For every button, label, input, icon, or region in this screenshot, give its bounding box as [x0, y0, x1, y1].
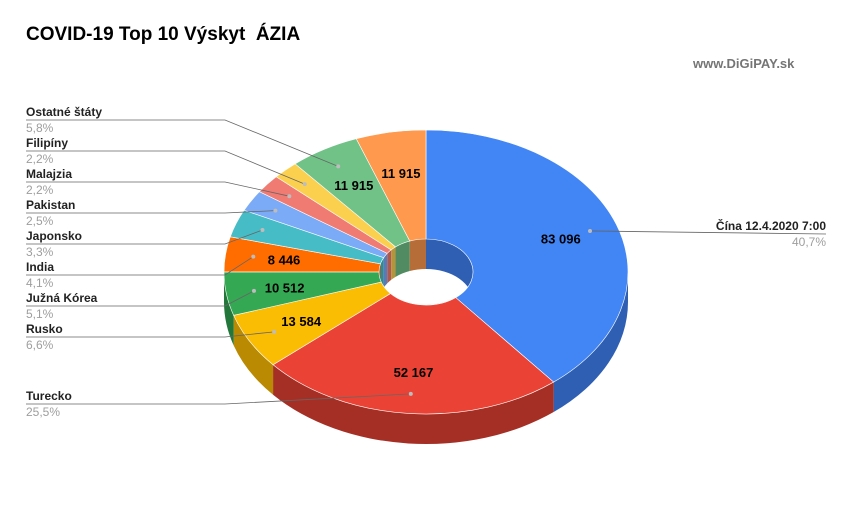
slice-label: Filipíny — [26, 136, 68, 150]
pie-inner-wall-6-1 — [383, 253, 388, 288]
slice-label: Japonsko — [26, 229, 82, 243]
watermark-text: www.DiGiPAY.sk — [693, 56, 795, 71]
leader-line — [26, 150, 305, 185]
slice-value-label: 10 512 — [265, 281, 305, 296]
slice-value-label: 52 167 — [394, 365, 434, 380]
pie-inner-wall-10-1 — [409, 239, 426, 272]
slice-percent: 6,6% — [26, 338, 54, 352]
leader-dot — [272, 329, 277, 334]
slice-label: India — [26, 260, 54, 274]
slice-percent: 5,1% — [26, 307, 54, 321]
slice-value-label: 8 446 — [268, 252, 301, 267]
leader-line — [26, 229, 263, 245]
leader-line — [26, 331, 275, 338]
leader-line — [26, 181, 290, 197]
pie-inner-wall-0-0 — [426, 239, 473, 302]
slice-label: Ostatné štáty — [26, 105, 102, 119]
slice-percent: 2,5% — [26, 214, 54, 228]
leader-line — [26, 119, 339, 167]
slice-percent: 4,1% — [26, 276, 54, 290]
slice-percent: 2,2% — [26, 183, 54, 197]
pie-inner-wall-9-1 — [395, 241, 410, 277]
slice-label: Južná Kórea — [26, 291, 98, 305]
pie-slice-10 — [355, 129, 427, 242]
pie-slice-1 — [272, 293, 555, 415]
chart-title: COVID-19 Top 10 Výskyt ÁZIA — [26, 24, 301, 45]
pie-slice-0 — [425, 129, 629, 383]
pie-inner-wall-8-1 — [391, 246, 396, 280]
leader-dot — [251, 288, 256, 293]
slice-percent: 40,7% — [792, 235, 826, 249]
slice-label: Pakistan — [26, 198, 75, 212]
slice-label: Malajzia — [26, 167, 72, 181]
leader-dot — [273, 208, 278, 213]
slice-percent: 25,5% — [26, 405, 60, 419]
pie-side-0 — [553, 272, 628, 413]
pie-slices — [223, 129, 629, 415]
slice-label: Turecko — [26, 389, 72, 403]
leader-line — [26, 210, 276, 214]
slice-label: Čína 12.4.2020 7:00 — [716, 218, 826, 233]
leader-dot — [408, 391, 413, 396]
pie-inner-wall-7-1 — [387, 249, 392, 284]
slice-value-label: 13 584 — [281, 314, 322, 329]
leader-line — [26, 290, 255, 307]
pie-value-labels: 83 096 52 167 13 584 10 512 8 446 11 915 11 91… — [265, 166, 581, 380]
pie-side-3 — [224, 272, 234, 346]
slice-percent: 3,3% — [26, 245, 54, 259]
slice-value-label: 11 915 — [334, 178, 373, 193]
leader-line — [26, 393, 411, 405]
leader-dot — [336, 164, 341, 169]
pie-side-1 — [273, 364, 554, 444]
leader-dot — [588, 228, 593, 233]
slice-value-label: 83 096 — [541, 231, 581, 246]
leader-line — [590, 230, 827, 235]
pie-external-labels: Ostatné štáty5,8%Filipíny2,2%Malajzia2,2… — [26, 105, 826, 419]
leader-dot — [251, 254, 256, 259]
leader-dot — [302, 182, 307, 187]
leader-dot — [287, 194, 292, 199]
slice-value-label: 11 915 — [381, 166, 420, 181]
slice-percent: 5,8% — [26, 121, 54, 135]
slice-percent: 2,2% — [26, 152, 54, 166]
leader-line — [26, 256, 254, 276]
slice-label: Rusko — [26, 322, 63, 336]
leader-dot — [260, 228, 265, 233]
